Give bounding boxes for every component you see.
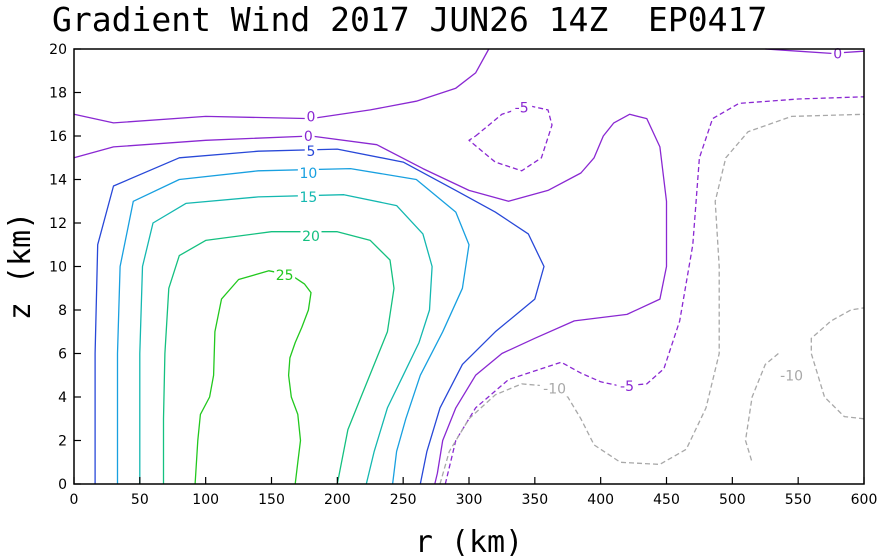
contour-line bbox=[439, 113, 865, 485]
y-tick-label: 14 bbox=[49, 173, 67, 189]
contour-label: 5 bbox=[307, 144, 316, 160]
contour-label-bg bbox=[776, 367, 807, 384]
x-tick-label: 200 bbox=[324, 492, 351, 508]
contour-label: 0 bbox=[833, 46, 842, 62]
contour-label: 15 bbox=[299, 190, 317, 206]
contour-label-bg bbox=[274, 267, 296, 284]
contour-line bbox=[94, 148, 545, 485]
x-tick-label: 300 bbox=[456, 492, 483, 508]
contour-line bbox=[194, 270, 312, 485]
contour-label-bg bbox=[297, 188, 319, 205]
x-tick-label: 550 bbox=[785, 492, 812, 508]
contour-line bbox=[116, 167, 470, 485]
contour-label: 20 bbox=[302, 229, 320, 245]
contour-label: -10 bbox=[780, 368, 803, 384]
y-tick-label: 0 bbox=[58, 477, 67, 493]
y-tick-label: 2 bbox=[58, 434, 67, 450]
x-tick-label: 350 bbox=[521, 492, 548, 508]
contour-label-bg bbox=[300, 228, 322, 245]
contour-line bbox=[468, 104, 553, 172]
y-tick-label: 4 bbox=[58, 390, 67, 406]
x-tick-label: 100 bbox=[192, 492, 219, 508]
contour-label-bg bbox=[511, 99, 533, 116]
contour-line bbox=[73, 113, 668, 485]
x-tick-label: 250 bbox=[390, 492, 417, 508]
contour-label: 10 bbox=[299, 166, 317, 182]
contour-label-bg bbox=[539, 380, 570, 397]
contour-label-bg bbox=[302, 128, 315, 144]
contour-line bbox=[765, 48, 865, 55]
x-axis-ticks: 0 50 100 150 200 250 300 350 400 450 500 550 600 bbox=[70, 477, 878, 508]
y-tick-label: 8 bbox=[58, 303, 67, 319]
x-tick-label: 500 bbox=[719, 492, 746, 508]
contour-label-bg bbox=[616, 378, 638, 395]
y-axis-label: z (km) bbox=[3, 212, 38, 320]
contour-label-bg bbox=[304, 143, 318, 160]
contour-line bbox=[162, 231, 395, 485]
contour-line bbox=[139, 194, 433, 485]
x-tick-label: 50 bbox=[131, 492, 149, 508]
contour-label: -5 bbox=[515, 101, 529, 117]
contour-line bbox=[744, 353, 779, 463]
contour-label: 0 bbox=[307, 109, 316, 125]
y-tick-label: 12 bbox=[49, 216, 67, 232]
y-tick-label: 10 bbox=[49, 260, 67, 276]
x-tick-label: 0 bbox=[70, 492, 79, 508]
x-axis-label: r (km) bbox=[415, 525, 523, 560]
y-tick-label: 20 bbox=[49, 42, 67, 58]
y-tick-label: 18 bbox=[49, 86, 67, 102]
contour-label: 25 bbox=[276, 268, 294, 284]
contour-line bbox=[810, 307, 865, 420]
y-tick-label: 6 bbox=[58, 347, 67, 363]
contour-line bbox=[73, 48, 490, 124]
y-axis-ticks: 0 2 4 6 8 10 12 14 16 18 20 bbox=[49, 42, 81, 493]
x-tick-label: 150 bbox=[258, 492, 285, 508]
chart-title: Gradient Wind 2017 JUN26 14Z EP0417 bbox=[52, 0, 767, 39]
contour-label: -10 bbox=[543, 381, 566, 397]
contour-label: -5 bbox=[620, 379, 634, 395]
x-tick-label: 400 bbox=[587, 492, 614, 508]
y-tick-label: 16 bbox=[49, 129, 67, 145]
contour-label: 0 bbox=[304, 129, 313, 145]
x-tick-label: 600 bbox=[851, 492, 878, 508]
x-tick-label: 450 bbox=[653, 492, 680, 508]
contour-label-bg bbox=[304, 108, 318, 125]
contour-line bbox=[444, 96, 865, 485]
contour-label-bg bbox=[297, 164, 319, 181]
